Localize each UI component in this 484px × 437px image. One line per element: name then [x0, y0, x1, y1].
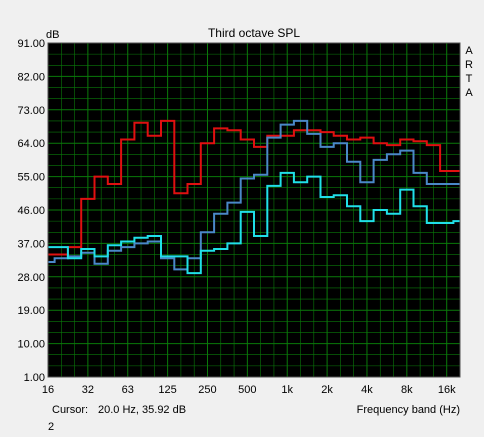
y-tick-label: 73.00 [17, 105, 45, 117]
y-tick-label: 28.00 [17, 272, 45, 284]
series-group [48, 119, 460, 275]
x-tick-label: 2k [321, 384, 333, 396]
y-tick-label: 82.00 [17, 71, 45, 83]
y-tick-label: 10.00 [17, 339, 45, 351]
y-axis-label: dB [46, 29, 59, 41]
side-letter: A [465, 87, 473, 99]
y-tick-label: 91.00 [17, 38, 45, 50]
side-letter: A [465, 45, 473, 57]
y-tick-label: 55.00 [17, 172, 45, 184]
series-line-1 [48, 119, 460, 256]
x-tick-label: 8k [401, 384, 413, 396]
cursor-label: Cursor: [52, 404, 88, 416]
y-tick-label: 19.00 [17, 305, 45, 317]
cursor-readout: 20.0 Hz, 35.92 dB [98, 404, 186, 416]
plot-border [47, 42, 461, 378]
x-axis-label: Frequency band (Hz) [357, 404, 460, 416]
x-tick-label: 500 [238, 384, 256, 396]
y-tick-label: 1.00 [24, 372, 45, 384]
side-letter: R [465, 59, 473, 71]
footer-number: 2 [48, 421, 54, 433]
x-tick-label: 16 [42, 384, 54, 396]
x-tick-label: 250 [198, 384, 216, 396]
y-tick-labels: 91.00 82.00 73.00 64.00 55.00 46.00 37.00 28.00… [17, 38, 45, 384]
y-tick-label: 37.00 [17, 238, 45, 250]
x-tick-label: 4k [361, 384, 373, 396]
x-tick-label: 16k [438, 384, 456, 396]
series-line-3 [48, 171, 460, 275]
x-tick-labels: 16 32 63 125 250 500 1k 2k 4k 8k 16k [42, 384, 456, 396]
y-tick-label: 46.00 [17, 205, 45, 217]
x-tick-label: 1k [281, 384, 293, 396]
side-letter: T [466, 73, 473, 85]
series-line-2 [48, 119, 460, 271]
y-tick-label: 64.00 [17, 138, 45, 150]
x-tick-label: 125 [158, 384, 176, 396]
x-tick-label: 32 [82, 384, 94, 396]
x-tick-label: 63 [122, 384, 134, 396]
chart-title: Third octave SPL [208, 26, 300, 40]
